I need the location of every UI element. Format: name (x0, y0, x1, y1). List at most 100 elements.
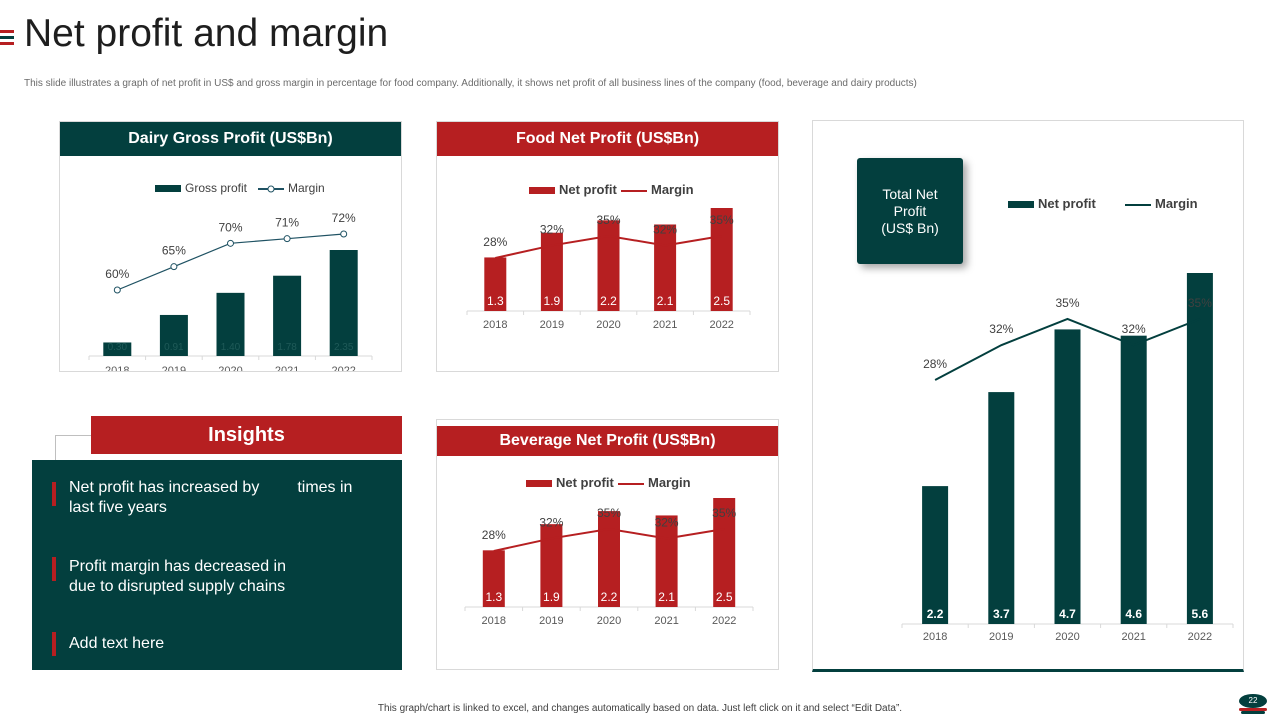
bar-value-label: 5.6 (1192, 607, 1209, 621)
x-tick-label: 2018 (483, 319, 507, 331)
chart-bar (713, 498, 736, 607)
margin-label: 65% (162, 244, 186, 258)
margin-label: 32% (539, 515, 563, 529)
chart-bar (540, 524, 563, 607)
chart-bar (273, 275, 302, 356)
margin-marker (283, 235, 291, 243)
margin-line (495, 234, 722, 259)
x-tick-label: 2021 (275, 365, 299, 371)
beverage-chart[interactable]: Net profit Margin 1.3 2018 1.9 2019 2.2 2020 2.1… (437, 456, 778, 669)
insight-text: due to disrupted supply chains (69, 578, 286, 595)
x-tick-label: 2022 (1188, 631, 1212, 643)
legend-label: Margin (1155, 196, 1198, 211)
chart-bar (1120, 335, 1147, 624)
bar-value-label: 2.5 (713, 294, 730, 308)
insights-box (32, 460, 402, 670)
margin-label: 32% (1122, 322, 1146, 336)
margin-label: 28% (483, 235, 507, 249)
x-tick-label: 2018 (105, 365, 129, 371)
margin-label: 60% (105, 267, 129, 281)
margin-label: 28% (923, 357, 947, 371)
x-tick-label: 2021 (654, 615, 678, 627)
margin-label: 35% (597, 506, 621, 520)
margin-label: 35% (1055, 296, 1079, 310)
dairy-chart[interactable]: Gross profit Margin 0.30 2018 0.91 2019 1.40 20… (60, 156, 401, 371)
legend-label: Net profit (556, 475, 614, 490)
margin-marker (227, 239, 234, 247)
chart-bar (159, 314, 188, 356)
bar-value-label: 2.2 (601, 590, 618, 604)
chart-bar (103, 342, 132, 356)
bar-value-label: 3.7 (993, 607, 1010, 621)
margin-label: 35% (712, 506, 736, 520)
legend-label: Net profit (559, 182, 617, 197)
total-net-profit-label: Total Net Profit (US$ Bn) (881, 185, 939, 236)
margin-label: 32% (653, 222, 677, 236)
beverage-chart-title: Beverage Net Profit (US$Bn) (437, 426, 778, 456)
x-tick-label: 2019 (989, 631, 1013, 643)
chart-bar (540, 232, 563, 311)
dairy-chart-panel: Dairy Gross Profit (US$Bn) Gross profit M… (59, 121, 402, 372)
chart-bar (482, 550, 505, 607)
legend-swatch (1008, 201, 1034, 208)
beverage-chart-panel: Beverage Net Profit (US$Bn) Net profit Ma… (436, 419, 779, 670)
accent-bar-red (0, 42, 14, 45)
bar-value-label: 2.35 (334, 342, 354, 353)
legend-label: Margin (288, 181, 325, 195)
margin-label: 32% (655, 515, 679, 529)
legend-swatch (155, 185, 181, 192)
insight-text: Profit margin has decreased in (69, 558, 286, 575)
insight-item-2[interactable]: Profit margin has decreased in due to di… (69, 557, 294, 597)
margin-marker (113, 286, 121, 294)
food-chart[interactable]: Net profit Margin 1.3 2018 1.9 2019 2.2 2020 2.1… (437, 156, 778, 371)
bar-value-label: 2.5 (716, 590, 733, 604)
chart-bar (710, 208, 733, 311)
margin-line (934, 317, 1201, 381)
title-accent-bars (0, 30, 14, 48)
insight-marker (52, 632, 56, 656)
x-tick-label: 2018 (923, 631, 947, 643)
margin-label: 35% (596, 213, 620, 227)
bar-value-label: 4.6 (1125, 607, 1142, 621)
x-tick-label: 2022 (712, 615, 736, 627)
insight-text: times in last five years (69, 479, 353, 516)
bar-value-label: 2.2 (600, 294, 617, 308)
margin-label: 35% (710, 213, 734, 227)
chart-bar (988, 392, 1015, 624)
page-number: 22 (1239, 694, 1267, 708)
legend-label: Gross profit (185, 181, 248, 195)
x-tick-label: 2022 (709, 319, 733, 331)
footer-note: This graph/chart is linked to excel, and… (377, 703, 903, 714)
chart-bar (597, 220, 620, 311)
insight-item-1[interactable]: Net profit has increased by times in last… (69, 478, 369, 518)
legend-marker (267, 185, 275, 193)
x-tick-label: 2021 (1121, 631, 1145, 643)
x-tick-label: 2021 (653, 319, 677, 331)
margin-label: 35% (1188, 296, 1212, 310)
insights-title: Insights (91, 416, 402, 454)
insight-item-3[interactable]: Add text here (69, 634, 369, 654)
accent-bar-teal (0, 36, 14, 39)
bar-value-label: 0.91 (164, 342, 184, 353)
page-number-badge: 22 (1239, 694, 1267, 714)
bar-value-label: 1.3 (485, 590, 502, 604)
chart-bar (654, 224, 677, 311)
x-tick-label: 2020 (218, 365, 242, 371)
insight-marker (52, 557, 56, 581)
legend-swatch (526, 480, 552, 487)
chart-bar (922, 486, 949, 624)
chart-bar (1186, 273, 1213, 624)
x-tick-label: 2019 (539, 615, 563, 627)
legend-label: Net profit (1038, 196, 1096, 211)
x-tick-label: 2020 (597, 615, 621, 627)
insight-marker (52, 482, 56, 506)
x-tick-label: 2018 (482, 615, 506, 627)
margin-line (493, 527, 725, 552)
accent-bar-red (0, 30, 14, 33)
total-chart[interactable]: Net profit Margin 2.2 2018 3.7 2019 4.7 2020 4.6… (813, 121, 1243, 669)
margin-label: 70% (218, 220, 242, 234)
page-subtitle: This slide illustrates a graph of net pr… (24, 78, 917, 89)
bar-value-label: 1.9 (544, 294, 561, 308)
chart-bar (216, 292, 245, 356)
bar-value-label: 2.1 (657, 294, 674, 308)
